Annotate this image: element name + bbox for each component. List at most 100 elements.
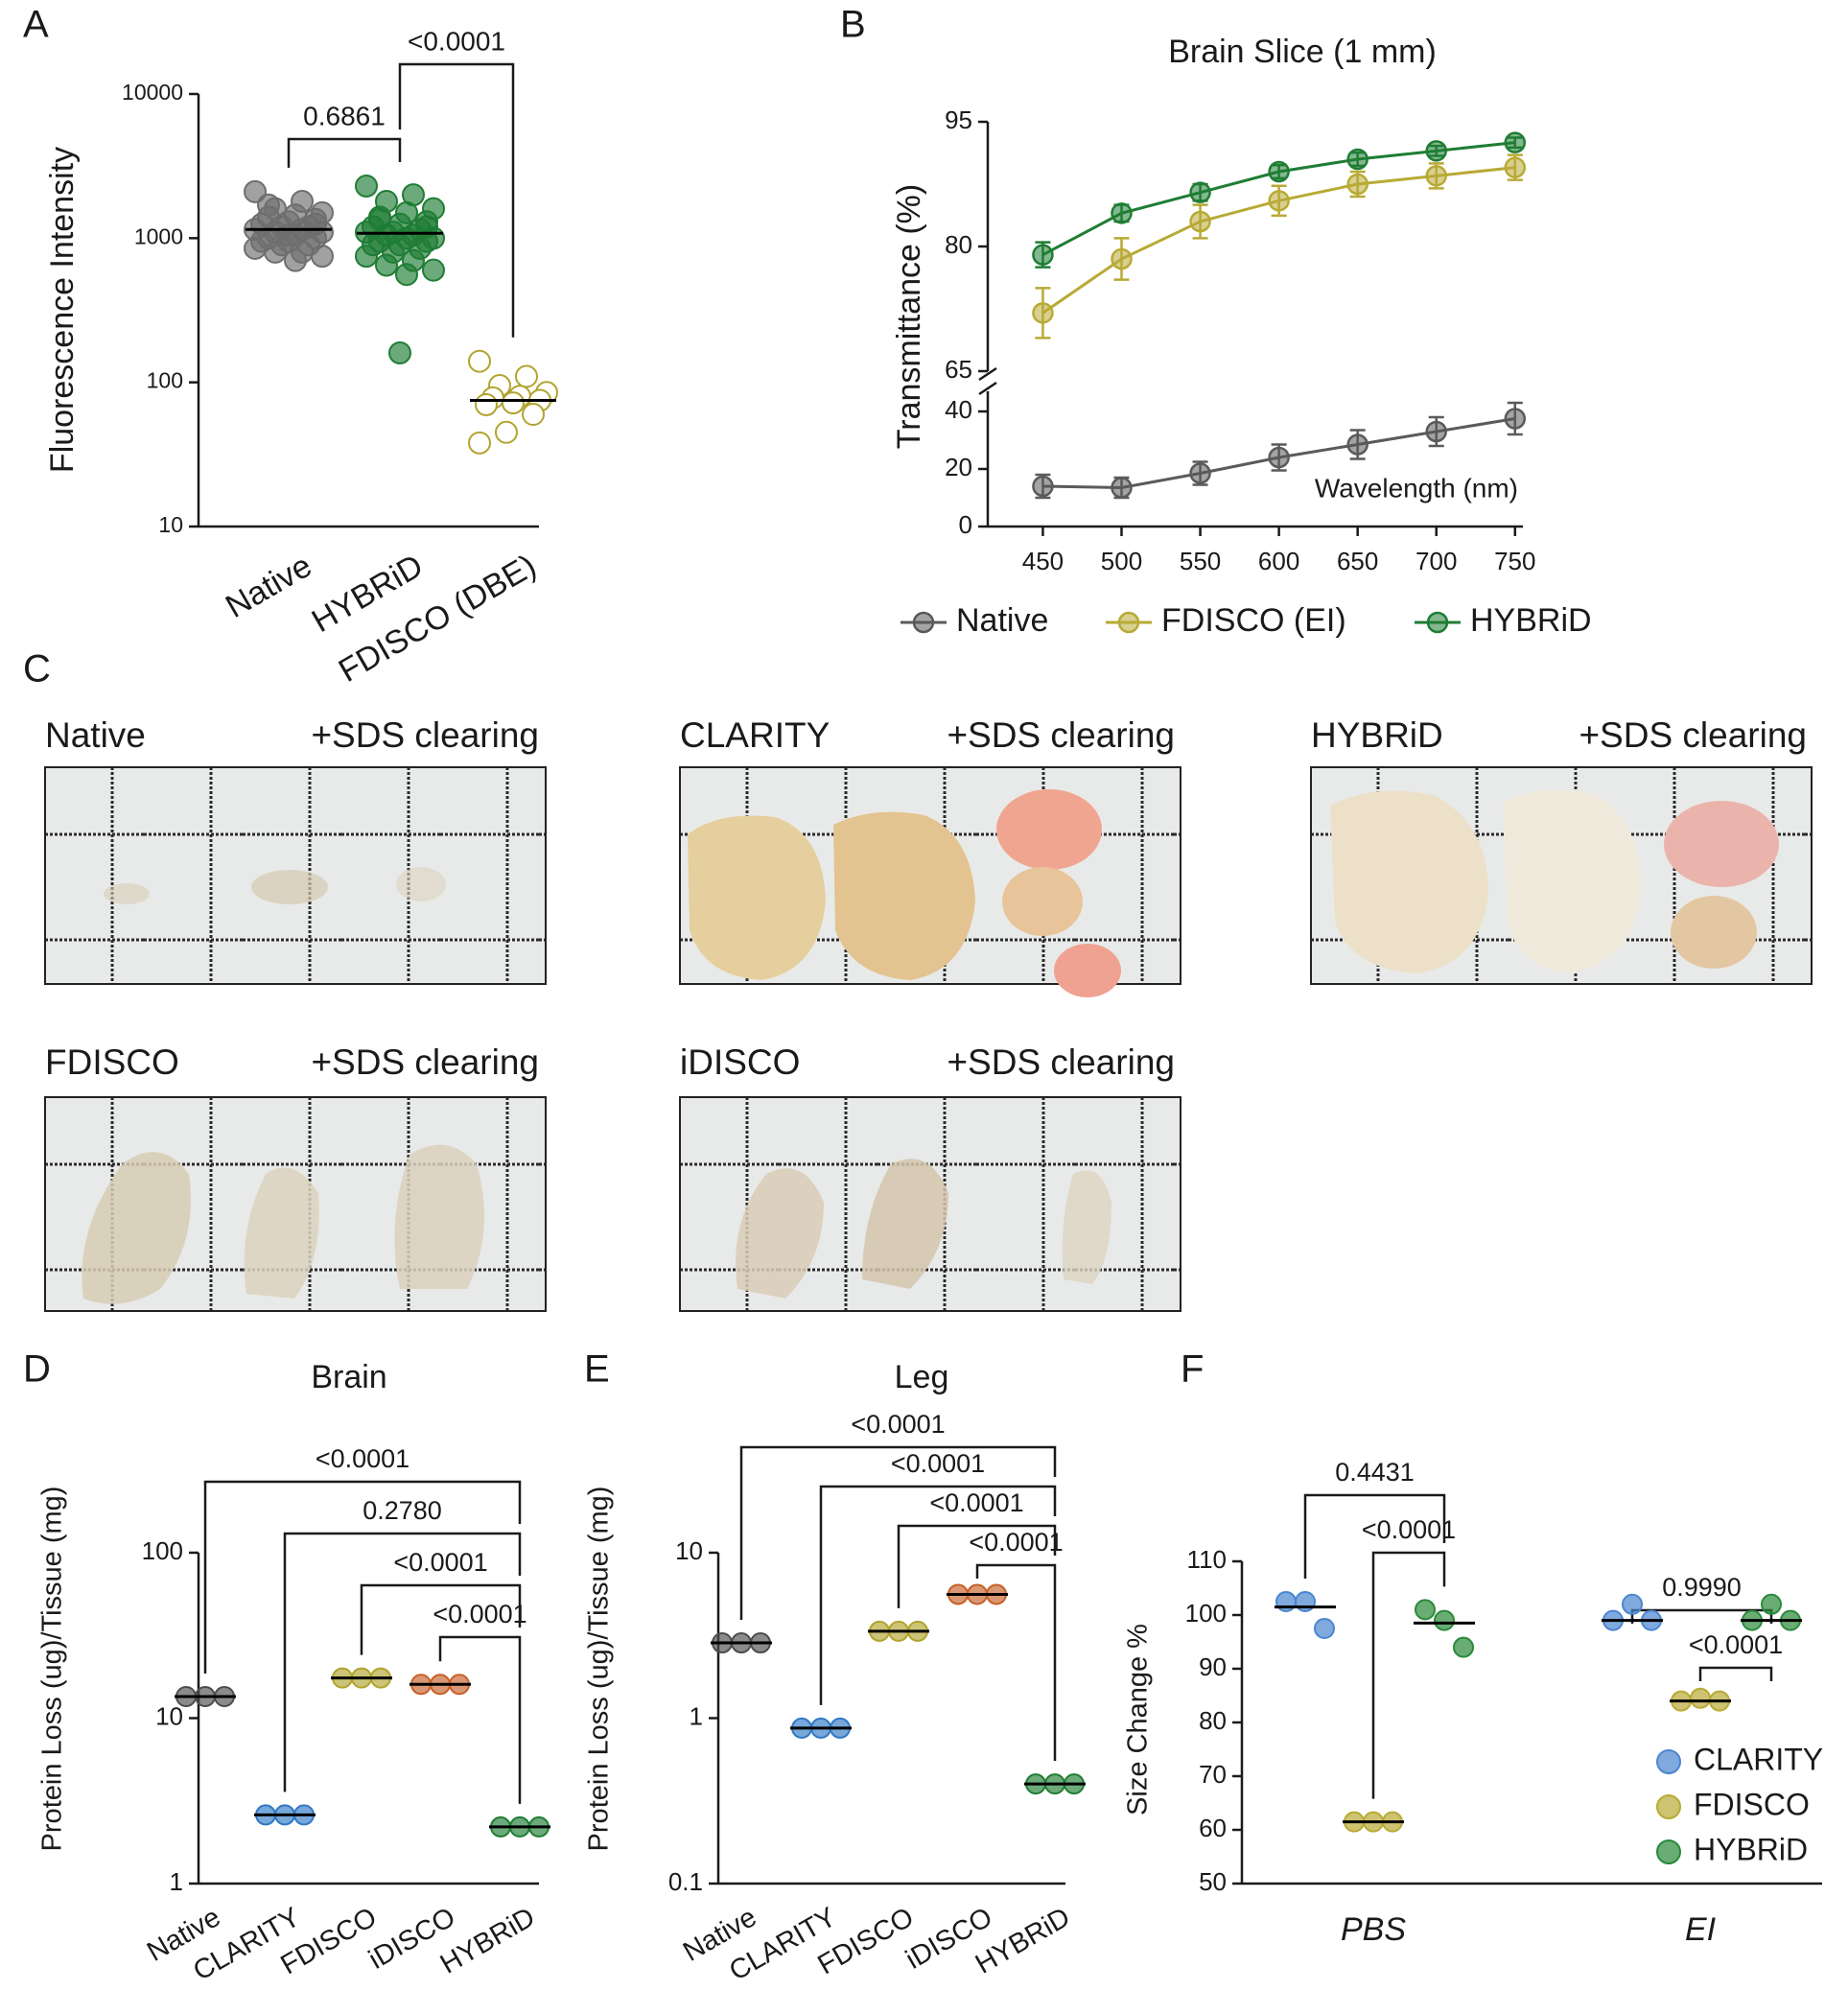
y-tick-label: 80 [945,230,972,259]
data-point [355,245,378,269]
p-value-label: <0.0001 [929,1488,1023,1517]
data-point [515,364,538,388]
x-tick-label: PBS [1341,1911,1406,1948]
p-value-label: <0.0001 [1362,1515,1456,1544]
data-point [1504,131,1527,153]
photo-caption: +SDS clearing [947,1042,1175,1082]
tissue [396,867,446,902]
photo-label: FDISCO [45,1042,179,1082]
data-point [311,245,334,269]
y-tick-label: 90 [1199,1652,1227,1681]
tissue [996,789,1102,870]
legend-marker [1656,1794,1681,1819]
significance-bracket [739,1445,1057,1621]
photo-caption: +SDS clearing [311,715,539,755]
y-tick-label: 65 [945,355,972,384]
data-point [1189,462,1211,484]
y-tick-label: 100 [142,1536,183,1565]
x-tick-label: Native [220,548,317,625]
data-point [468,349,491,373]
data-point [422,258,445,282]
y-axis-label: Transmittance (%) [891,184,927,449]
axis-break [978,366,997,382]
y-tick-label: 95 [945,105,972,134]
data-point [522,403,545,427]
data-point [277,223,300,247]
data-point [495,420,518,444]
panel-letter: B [840,4,866,46]
y-tick-label: 10 [158,512,183,537]
data-point [1425,140,1447,162]
p-value-label: <0.0001 [393,1548,487,1577]
p-value-label: <0.0001 [891,1449,985,1478]
legend-marker [1656,1749,1681,1774]
legend-marker [1656,1839,1681,1864]
y-tick-label: 80 [1199,1706,1227,1735]
photo-caption: +SDS clearing [947,715,1175,755]
data-point [1504,408,1527,430]
data-point [1189,210,1211,233]
chart-title: Brain [311,1359,386,1395]
data-point [1032,475,1054,498]
tissue [251,870,328,904]
legend-label: FDISCO [1694,1787,1810,1821]
data-point [468,431,491,455]
x-tick-label: 500 [1101,547,1142,575]
tissue [688,815,826,980]
y-tick-label: 50 [1199,1867,1227,1896]
p-value-label: <0.0001 [1689,1630,1783,1659]
x-tick-label: 700 [1415,547,1457,575]
photo [1310,766,1813,985]
panel-letter: A [23,4,49,46]
legend-label: HYBRiD [1470,602,1592,639]
p-value-label: 0.6861 [303,101,386,130]
significance-bracket [283,1532,522,1792]
tissue [244,1167,319,1299]
data-point [475,392,498,416]
data-point [244,236,267,260]
photo-caption: +SDS clearing [311,1042,539,1082]
tissue [394,1144,484,1289]
panel-letter: E [584,1348,610,1391]
p-value-label: 0.9990 [1662,1573,1742,1602]
y-tick-label: 1 [170,1867,183,1896]
y-tick-label: 10 [675,1536,703,1565]
data-point [304,212,327,236]
y-tick-label: 40 [945,395,972,424]
significance-bracket [1630,1608,1773,1624]
tissue [1062,1170,1111,1284]
data-point [1032,244,1054,266]
p-value-label: 0.2780 [363,1496,442,1525]
significance-bracket [203,1480,522,1674]
tissue [1002,867,1083,936]
significance-bracket [1303,1493,1446,1579]
data-point [1453,1636,1474,1658]
p-value-label: <0.0001 [316,1444,409,1473]
y-tick-label: 100 [1185,1599,1227,1628]
tissue [1671,896,1757,969]
axis-break [978,381,997,396]
y-axis-label: Protein Loss (ug)/Tissue (mg) [584,1487,615,1852]
data-point [264,240,287,264]
data-point [395,263,418,287]
y-tick-label: 10000 [122,80,183,105]
legend-marker [1117,611,1140,634]
data-point [375,253,398,277]
data-point [1761,1593,1782,1615]
significance-bracket [360,1583,522,1655]
y-tick-label: 60 [1199,1814,1227,1842]
data-point [368,207,391,231]
data-point [1434,1609,1455,1631]
tissue [104,883,150,904]
tissue [736,1168,824,1299]
y-tick-label: 20 [945,453,972,481]
p-value-label: <0.0001 [851,1410,945,1439]
data-point [1111,247,1133,270]
data-point [1425,165,1447,187]
y-tick-label: 100 [147,368,183,393]
photo-label: iDISCO [680,1042,800,1082]
y-tick-label: 0 [959,510,972,539]
p-value-label: 0.4431 [1335,1458,1415,1487]
x-tick-label: 750 [1494,547,1535,575]
tissue [1054,944,1121,997]
